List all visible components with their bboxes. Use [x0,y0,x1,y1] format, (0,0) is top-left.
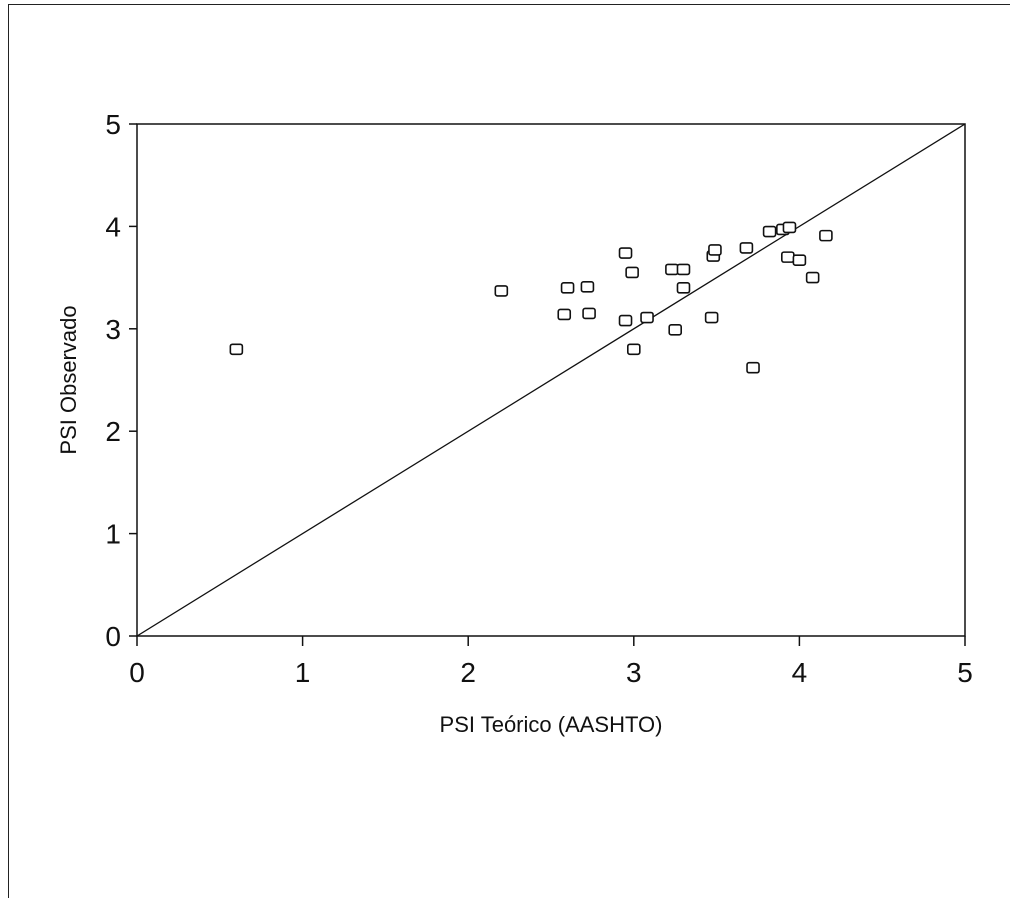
scatter-point [746,361,760,374]
y-axis-title: PSI Observado [56,305,81,454]
scatter-point [640,311,654,324]
scatter-point [676,282,691,294]
scatter-point [229,343,244,356]
scatter-point [582,307,596,320]
scatter-point [781,251,795,263]
x-axis: 0 1 2 3 4 5 [129,636,973,688]
y-tick-label: 2 [105,416,121,447]
x-axis-title: PSI Teórico (AASHTO) [440,712,663,737]
x-tick-label: 3 [626,657,642,688]
scatter-point [792,254,807,266]
y-tick-label: 3 [105,314,121,345]
scatter-point [618,314,633,327]
data-points [229,221,833,374]
scatter-point [668,324,683,336]
scatter-point [676,263,691,276]
scatter-point [580,281,595,293]
y-tick-label: 4 [105,211,121,242]
scatter-point [494,285,509,297]
scatter-point [625,266,639,279]
scatter-point [739,242,754,254]
x-tick-label: 4 [792,657,808,688]
chart-frame [8,4,1010,898]
x-tick-label: 5 [957,657,973,688]
scatter-point [560,282,575,294]
y-axis: 0 1 2 3 4 5 [105,109,137,652]
scatter-point [805,271,820,284]
scatter-point [819,229,833,242]
x-tick-label: 2 [460,657,476,688]
y-tick-label: 5 [105,109,121,140]
scatter-point [626,343,641,356]
scatter-point [704,311,719,324]
scatter-point [762,225,777,238]
scatter-point [618,247,633,259]
scatter-point [708,244,722,256]
plot-area [136,123,966,637]
scatter-point [782,221,797,234]
x-tick-label: 0 [129,657,145,688]
x-tick-label: 1 [295,657,311,688]
y-tick-label: 0 [105,621,121,652]
reference-line-1-to-1 [136,123,966,637]
y-tick-label: 1 [105,519,121,550]
scatter-point [665,263,679,276]
scatter-point [557,308,572,321]
